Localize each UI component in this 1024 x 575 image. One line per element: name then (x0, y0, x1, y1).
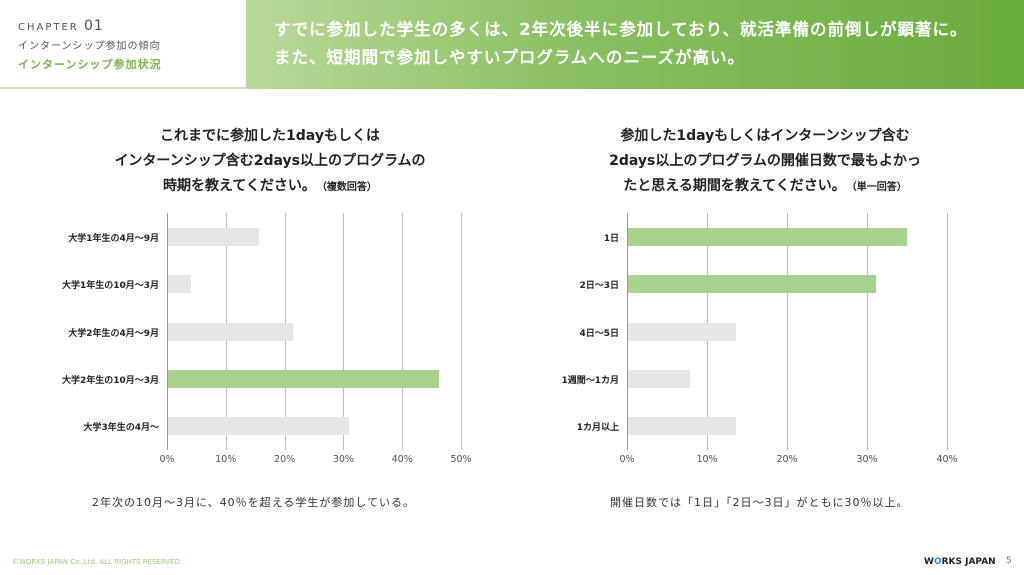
bar (628, 275, 876, 294)
headline-line-1: すでに参加した学生の多くは、2年次後半に参加しており、就活準備の前倒しが顕著に。 (274, 20, 968, 39)
bar (168, 322, 294, 341)
x-tick-label: 30% (856, 454, 878, 465)
category-label: 1日 (603, 233, 619, 244)
category-label: 2日～3日 (579, 281, 619, 292)
bar (168, 275, 191, 294)
category-label: 大学1年生の4月～9月 (68, 233, 159, 244)
title-line: 時期を教えてください。 （複数回答） (163, 178, 377, 194)
gridline (402, 213, 404, 450)
headline-line-2: また、短期間で参加しやすいプログラムへのニーズが高い。 (274, 48, 746, 67)
x-tick-label: 10% (215, 454, 237, 465)
bar (168, 227, 260, 246)
title-line: たと思える期間を教えてください。 （単一回答） (623, 178, 907, 194)
chart-2-title: 参加した1dayもしくはインターンシップ含む 2days以上のプログラムの開催日… (555, 124, 975, 200)
x-tick-label: 0% (619, 454, 635, 465)
page-number: 5 (1006, 556, 1012, 566)
category-label: 大学2年生の4月～9月 (68, 328, 159, 339)
bar (628, 369, 691, 388)
x-tick-label: 30% (332, 454, 354, 465)
category-label: 1週間～1カ月 (561, 375, 619, 386)
x-tick-label: 40% (391, 454, 413, 465)
copyright: ©WORKS JAPAN Co.,Ltd. ALL RIGHTS RESERVE… (12, 558, 183, 566)
x-tick-label: 20% (274, 454, 296, 465)
category-label: 大学2年生の10月～3月 (61, 375, 159, 386)
bar (628, 322, 736, 341)
chart-2-note: 開催日数では「1日」「2日～3日」がともに30％以上。 (610, 496, 909, 509)
chart-1: 0% 10% 20% 30% 40% 50% 大学1年生の4月～9月大学1年生の10月～3月… (62, 213, 472, 465)
x-tick-label: 0% (159, 454, 175, 465)
gridline (867, 213, 868, 450)
y-axis (627, 213, 628, 450)
category-label: 4日～5日 (579, 328, 619, 339)
section-title: インターンシップ参加の傾向 (18, 41, 161, 52)
bar (168, 417, 350, 436)
y-axis (167, 213, 168, 450)
category-label: 大学3年生の4月～ (83, 423, 159, 434)
x-tick-label: 50% (450, 454, 472, 465)
category-label: 大学1年生の10月～3月 (61, 281, 159, 292)
gridline (461, 213, 462, 450)
title-line: これまでに参加した1dayもしくは (160, 128, 380, 144)
title-line: インターンシップ含む2days以上のプログラムの (114, 153, 426, 169)
chapter-label: CHAPTER 01 (18, 18, 104, 34)
bar (168, 369, 440, 388)
title-line: 参加した1dayもしくはインターンシップ含む (620, 128, 910, 144)
category-label: 1カ月以上 (576, 423, 619, 434)
bar (628, 227, 908, 246)
chart-1-title: これまでに参加した1dayもしくは インターンシップ含む2days以上のプログラ… (60, 124, 480, 200)
x-tick-label: 40% (936, 454, 958, 465)
works-japan-logo: WORKS JAPAN (924, 557, 996, 567)
gridline (787, 213, 788, 450)
headline-banner: すでに参加した学生の多くは、2年次後半に参加しており、就活準備の前倒しが顕著に。… (246, 0, 1024, 89)
title-line: 2days以上のプログラムの開催日数で最もよかっ (609, 153, 921, 169)
chapter-panel: CHAPTER 01 インターンシップ参加の傾向 インターンシップ参加状況 (0, 0, 246, 89)
chart-1-note: 2年次の10月～3月に、40％を超える学生が参加している。 (92, 496, 415, 509)
chart-2: 0% 10% 20% 30% 40% 1日 2日～3日 4日～5日 1週間～1カ月 1カ月以上 (561, 213, 958, 465)
gridline (343, 213, 345, 450)
subsection-title: インターンシップ参加状況 (18, 58, 162, 71)
x-tick-label: 20% (776, 454, 798, 465)
x-tick-label: 10% (696, 454, 718, 465)
gridline (947, 213, 948, 450)
bar (628, 417, 736, 436)
